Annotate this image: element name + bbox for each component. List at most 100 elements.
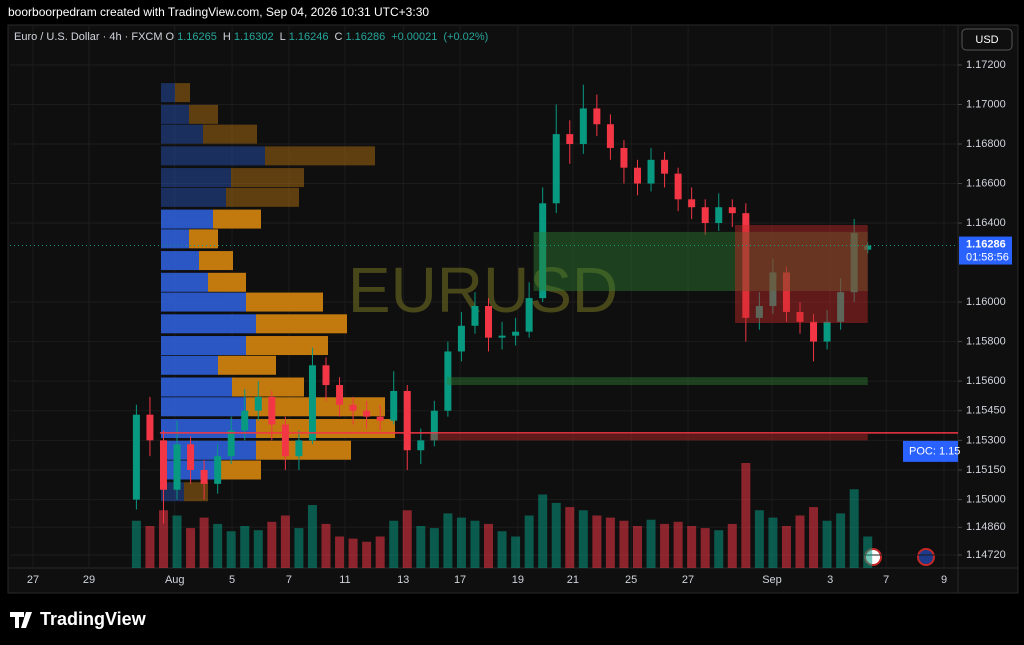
- profile-down: [256, 419, 395, 439]
- legend-key: C: [334, 31, 343, 43]
- profile-up: [161, 336, 246, 356]
- candle-body: [525, 298, 533, 332]
- candle-body: [688, 199, 696, 208]
- candle-body: [173, 444, 181, 490]
- volume-bar: [768, 517, 778, 568]
- y-tick-label: 1.16400: [966, 217, 1006, 229]
- x-tick-label: 19: [512, 574, 524, 586]
- candle-body: [417, 440, 425, 451]
- legend-key: O: [165, 31, 175, 43]
- profile-up: [161, 168, 231, 188]
- profile-up: [161, 229, 189, 249]
- y-tick-label: 1.15000: [966, 494, 1006, 506]
- profile-up: [161, 146, 265, 166]
- profile-up: [161, 355, 218, 375]
- event-icon[interactable]: [917, 548, 935, 566]
- volume-bar: [524, 515, 534, 568]
- profile-down: [208, 272, 246, 292]
- zone: [429, 434, 868, 441]
- x-tick-label: 5: [229, 574, 235, 586]
- volume-bar: [429, 528, 439, 568]
- profile-down: [246, 336, 328, 356]
- volume-bar: [578, 510, 588, 568]
- x-tick-label: 7: [286, 574, 292, 586]
- candle-body: [322, 365, 330, 386]
- candle-body: [728, 207, 736, 214]
- candle-body: [159, 440, 167, 490]
- y-tick-label: 1.14720: [966, 549, 1006, 561]
- candle-body: [132, 414, 140, 500]
- profile-down: [175, 83, 190, 103]
- candle-body: [769, 272, 777, 307]
- x-tick-label: 3: [827, 574, 833, 586]
- volume-bar: [199, 517, 209, 568]
- volume-bar: [443, 513, 453, 568]
- countdown: 01:58:56: [966, 251, 1009, 263]
- candle-body: [850, 232, 858, 293]
- candle-body: [864, 245, 872, 250]
- legend-change: +0.00021: [391, 31, 438, 43]
- volume-bar: [795, 515, 805, 568]
- volume-bar: [348, 538, 358, 568]
- currency-button[interactable]: [961, 28, 1013, 51]
- legend-key: H: [222, 31, 231, 43]
- candle-body: [755, 306, 763, 318]
- candle-body: [227, 430, 235, 457]
- logo-icon: [10, 612, 32, 628]
- profile-down: [213, 209, 261, 229]
- candle-body: [376, 416, 384, 421]
- volume-bar: [253, 530, 263, 568]
- x-tick-label: 7: [883, 574, 889, 586]
- volume-bar: [592, 515, 602, 568]
- candle-body: [498, 335, 506, 338]
- volume-bar: [497, 531, 507, 568]
- candle-body: [295, 440, 303, 457]
- profile-down: [256, 314, 347, 334]
- volume-bar: [754, 510, 764, 568]
- volume-bar: [280, 515, 290, 568]
- poc-label: POC: 1.15: [909, 445, 960, 457]
- candle-body: [430, 410, 438, 441]
- profile-up: [161, 314, 256, 334]
- volume-bar: [321, 523, 331, 568]
- candle-body: [606, 124, 614, 148]
- logo: TradingView: [10, 609, 147, 629]
- x-tick-label: 27: [682, 574, 694, 586]
- volume-bar: [294, 528, 304, 568]
- volume-bar: [673, 521, 683, 568]
- profile-up: [161, 187, 226, 207]
- candle-body: [241, 410, 249, 431]
- volume-bar: [822, 520, 832, 568]
- zone: [734, 225, 868, 324]
- volume-bar: [484, 523, 494, 568]
- candle-body: [281, 424, 289, 457]
- profile-down: [246, 292, 323, 312]
- zone: [446, 377, 868, 386]
- profile-up: [161, 124, 203, 144]
- profile-up: [161, 83, 175, 103]
- volume-bar: [186, 528, 196, 568]
- candle-body: [810, 321, 818, 342]
- volume-bar: [781, 526, 791, 568]
- x-tick-label: 11: [339, 574, 350, 586]
- candle-body: [701, 207, 709, 224]
- candle-body: [308, 365, 316, 441]
- y-tick-label: 1.16800: [966, 138, 1006, 150]
- x-tick-label: 25: [625, 574, 637, 586]
- volume-bar: [714, 530, 724, 568]
- volume-bar: [145, 526, 155, 568]
- candle-body: [512, 331, 520, 336]
- y-tick-label: 1.15450: [966, 405, 1006, 417]
- candle-body: [647, 159, 655, 184]
- legend: Euro / U.S. Dollar · 4h · FXCM O 1.16265 …: [14, 31, 491, 43]
- volume-bar: [863, 536, 873, 568]
- x-tick-label: 9: [941, 574, 947, 586]
- volume-bar: [727, 523, 737, 568]
- currency[interactable]: USD: [975, 34, 998, 46]
- volume-bar: [362, 541, 372, 568]
- volume-bar: [307, 505, 317, 568]
- profile-down: [232, 377, 304, 397]
- x-tick-label: 13: [397, 574, 409, 586]
- y-tick-label: 1.15800: [966, 335, 1006, 347]
